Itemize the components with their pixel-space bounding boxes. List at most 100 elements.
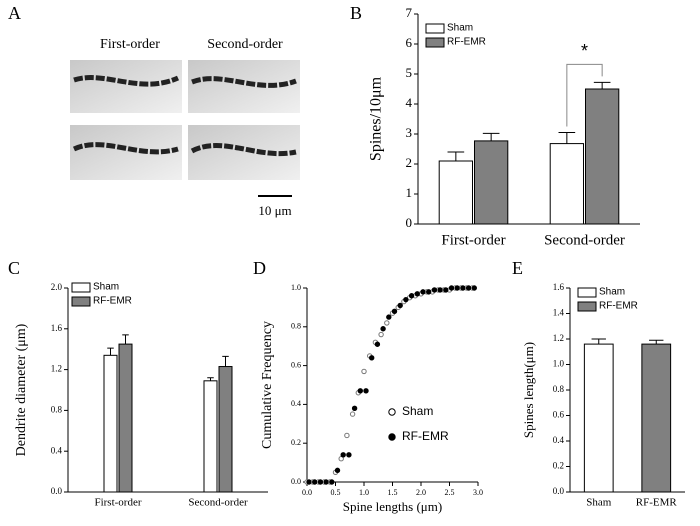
panel-label: E	[512, 258, 523, 278]
legend-label: RF-EMR	[599, 301, 638, 312]
point	[349, 411, 356, 417]
y-tick-label: 4	[406, 95, 413, 110]
point	[465, 285, 472, 291]
error-bar	[591, 338, 606, 345]
y-tick-label: 0.8	[291, 322, 301, 331]
bar	[103, 354, 118, 493]
significance-bracket	[566, 63, 603, 127]
bar	[218, 366, 233, 493]
x-tick-label: 2.5	[445, 488, 455, 497]
y-tick-label: 0.0	[553, 486, 565, 496]
point	[437, 287, 443, 293]
y-tick-label: 2.0	[51, 282, 63, 292]
y-tick-label: 5	[406, 65, 413, 80]
y-tick-label: 0.2	[291, 438, 301, 447]
y-tick-label: 0.6	[553, 410, 565, 420]
point	[454, 285, 460, 291]
point	[397, 302, 403, 309]
error-bar	[593, 81, 611, 89]
y-tick-label: 6	[406, 35, 413, 50]
y-tick-label: 1.2	[553, 333, 564, 343]
legend-swatch	[425, 37, 445, 48]
legend-label: Sham	[447, 23, 473, 34]
panel-label: C	[8, 258, 20, 278]
point	[386, 314, 392, 320]
error-bar	[107, 347, 114, 356]
legend-label: RF-EMR	[447, 37, 486, 48]
point	[384, 320, 390, 326]
x-tick-label: First-order	[441, 232, 505, 248]
error-bar	[649, 339, 664, 345]
x-tick-label: Second-order	[188, 497, 248, 509]
y-tick-label: 0.4	[553, 435, 565, 445]
point	[334, 467, 341, 474]
y-tick-label: 1.6	[51, 323, 63, 333]
legend-label: Sham	[402, 404, 433, 418]
x-tick-label: First-order	[94, 497, 141, 509]
legend-label: RF-EMR	[402, 429, 449, 443]
y-tick-label: 0.4	[291, 399, 301, 408]
x-tick-label: RF-EMR	[636, 497, 678, 509]
point	[346, 452, 352, 458]
legend-label: Sham	[93, 282, 119, 293]
y-tick-label: 0.0	[291, 477, 301, 486]
y-axis-label: Dendrite diameter (μm)	[14, 323, 29, 456]
legend-swatch	[425, 23, 445, 34]
x-tick-label: 1.5	[388, 488, 398, 497]
point	[380, 326, 386, 332]
y-tick-label: 1.6	[553, 282, 565, 292]
point	[351, 405, 358, 411]
y-tick-label: 1	[406, 185, 413, 200]
legend-swatch	[577, 287, 597, 298]
dendrite	[191, 76, 297, 88]
error-bar	[482, 132, 500, 141]
error-bar	[447, 151, 465, 161]
legend-label: RF-EMR	[93, 296, 132, 307]
legend-marker	[388, 408, 396, 416]
point	[317, 479, 324, 485]
bar	[585, 88, 620, 225]
significance-label: *	[581, 41, 588, 61]
point	[344, 432, 350, 439]
y-tick-label: 1.2	[51, 364, 62, 374]
dendrite	[72, 142, 179, 155]
micrograph	[70, 60, 182, 113]
x-tick-label: Sham	[586, 497, 612, 509]
bar	[438, 160, 474, 225]
point	[414, 291, 420, 297]
legend-marker	[388, 433, 396, 441]
bar	[203, 380, 218, 493]
point	[369, 355, 375, 361]
y-tick-label: 1.0	[553, 359, 565, 369]
y-tick-label: 0.2	[553, 461, 564, 471]
point	[471, 285, 477, 291]
legend-label: Sham	[599, 287, 625, 298]
y-tick-label: 2	[406, 155, 413, 170]
y-axis-label: Cumulative Frequency	[260, 321, 275, 449]
bar	[641, 343, 672, 493]
y-tick-label: 1.4	[553, 308, 565, 318]
x-tick-label: 3.0	[473, 488, 483, 497]
x-tick-label: Second-order	[544, 232, 625, 248]
y-axis-label: Spines/10μm	[368, 76, 385, 161]
bar	[118, 343, 133, 493]
point	[323, 479, 329, 485]
x-tick-label: 0.5	[331, 488, 341, 497]
y-axis-label: Spines length(μm)	[521, 342, 536, 438]
error-bar	[558, 132, 576, 144]
error-bar	[122, 334, 129, 345]
x-axis-label: Spine lengths (μm)	[343, 499, 442, 514]
legend-swatch	[577, 301, 597, 312]
legend-swatch	[71, 282, 91, 293]
bar	[583, 343, 614, 493]
column-header: Second-order	[207, 37, 283, 52]
point	[403, 296, 409, 303]
error-bar	[207, 377, 214, 381]
point	[374, 341, 381, 347]
point	[357, 388, 363, 394]
x-tick-label: 0.0	[302, 488, 312, 497]
point	[448, 285, 455, 291]
column-header: First-order	[100, 37, 160, 52]
y-tick-label: 1.0	[291, 283, 301, 292]
